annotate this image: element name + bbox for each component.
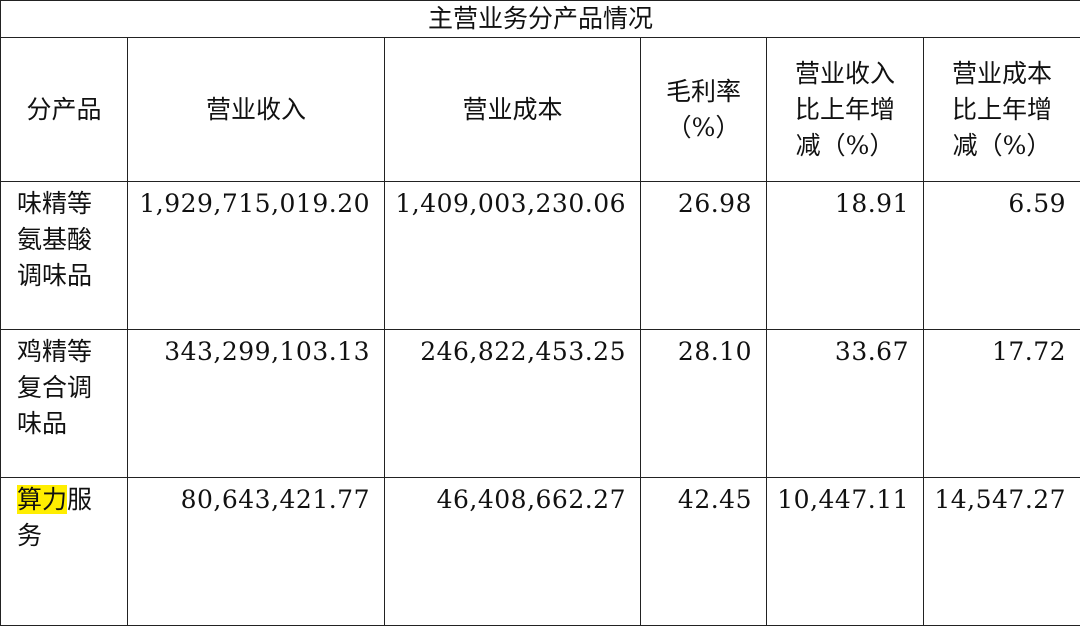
header-cost: 营业成本 — [385, 38, 641, 182]
gross-margin-cell: 28.10 — [641, 330, 767, 478]
gross-margin-cell: 42.45 — [641, 478, 767, 626]
product-name: 鸡精等复合调味品 — [1, 330, 128, 478]
product-name: 味精等氨基酸调味品 — [1, 182, 128, 330]
table-row: 鸡精等复合调味品 343,299,103.13 246,822,453.25 2… — [1, 330, 1080, 478]
revenue-change-cell: 10,447.11 — [767, 478, 924, 626]
header-cost-change: 营业成本比上年增减（%） — [924, 38, 1080, 182]
revenue-cell: 1,929,715,019.20 — [128, 182, 385, 330]
header-revenue: 营业收入 — [128, 38, 385, 182]
product-name: 算力服务 — [1, 478, 128, 626]
table-row: 味精等氨基酸调味品 1,929,715,019.20 1,409,003,230… — [1, 182, 1080, 330]
cost-cell: 1,409,003,230.06 — [385, 182, 641, 330]
gross-margin-cell: 26.98 — [641, 182, 767, 330]
highlighted-text: 算力 — [17, 485, 67, 514]
cost-change-cell: 14,547.27 — [924, 478, 1080, 626]
revenue-cell: 343,299,103.13 — [128, 330, 385, 478]
cost-change-cell: 17.72 — [924, 330, 1080, 478]
header-revenue-change: 营业收入比上年增减（%） — [767, 38, 924, 182]
revenue-change-cell: 33.67 — [767, 330, 924, 478]
table-row: 算力服务 80,643,421.77 46,408,662.27 42.45 1… — [1, 478, 1080, 626]
header-gross-margin: 毛利率（%） — [641, 38, 767, 182]
revenue-cell: 80,643,421.77 — [128, 478, 385, 626]
table-title: 主营业务分产品情况 — [1, 1, 1080, 38]
cost-cell: 46,408,662.27 — [385, 478, 641, 626]
cost-change-cell: 6.59 — [924, 182, 1080, 330]
revenue-change-cell: 18.91 — [767, 182, 924, 330]
header-row: 分产品 营业收入 营业成本 毛利率（%） 营业收入比上年增减（%） 营业成本比上… — [1, 38, 1080, 182]
cost-cell: 246,822,453.25 — [385, 330, 641, 478]
header-product: 分产品 — [1, 38, 128, 182]
